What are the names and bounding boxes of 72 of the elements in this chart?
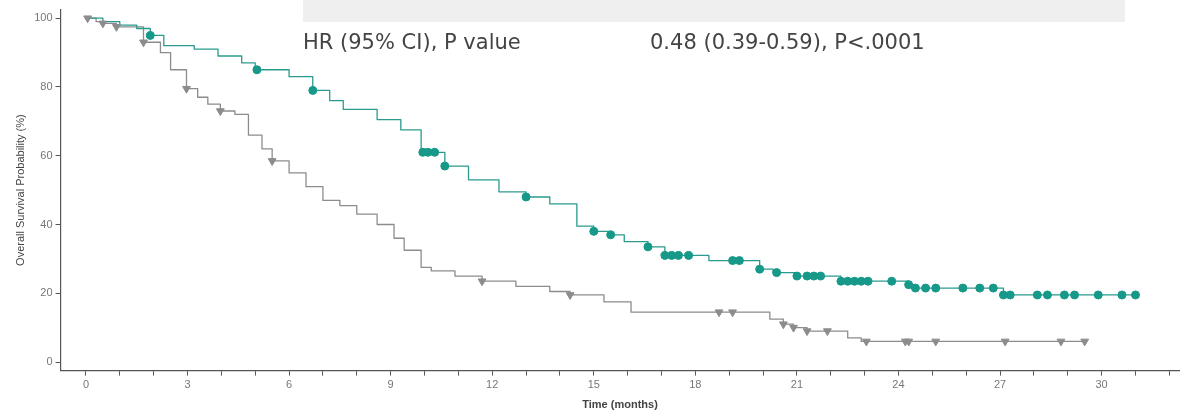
point: [606, 230, 616, 240]
point: [816, 271, 826, 281]
point: [112, 24, 121, 32]
point: [589, 226, 599, 236]
x-tick-label: 12: [486, 378, 499, 391]
point: [772, 268, 782, 278]
point: [684, 250, 694, 260]
point: [823, 328, 832, 337]
x-tick-label: 15: [587, 378, 600, 391]
annotation: 0.48 (0.39-0.59), P<.0001: [650, 30, 925, 54]
point: [1042, 290, 1052, 300]
x-tick-label: 27: [993, 378, 1007, 391]
y-tick-label: 80: [40, 79, 53, 92]
y-tick-label: 100: [34, 11, 53, 24]
point: [755, 264, 765, 274]
point: [921, 283, 931, 293]
point: [931, 338, 941, 347]
point: [1093, 290, 1103, 300]
point: [1117, 290, 1127, 300]
point: [1056, 338, 1066, 347]
point: [1000, 338, 1010, 347]
y-tick-label: 60: [40, 148, 53, 161]
point: [975, 283, 985, 293]
y-tick-label: 40: [40, 217, 53, 230]
point: [308, 85, 318, 95]
point: [440, 161, 450, 171]
point: [1059, 290, 1069, 300]
point: [267, 158, 277, 166]
y-tick-label: 20: [40, 286, 53, 299]
y-axis-title: Overall Survival Probability (%): [13, 114, 26, 266]
point: [565, 292, 575, 300]
point: [863, 276, 873, 286]
point: [1130, 290, 1140, 300]
x-tick-label: 30: [1095, 378, 1108, 391]
point: [215, 108, 225, 117]
point: [430, 147, 440, 157]
point: [714, 309, 724, 318]
x-tick-label: 18: [689, 378, 702, 391]
point: [477, 278, 487, 287]
x-tick-label: 3: [184, 378, 191, 391]
point: [802, 328, 812, 337]
point: [778, 321, 788, 330]
point: [728, 309, 737, 318]
point: [792, 271, 802, 281]
annotation: HR (95% CI), P value: [303, 30, 521, 54]
x-tick-label: 24: [892, 378, 905, 391]
y-tick-label: 0: [46, 355, 53, 368]
point: [1070, 290, 1080, 300]
point: [1080, 338, 1090, 347]
point: [98, 20, 108, 29]
point: [139, 39, 148, 48]
point: [904, 338, 914, 347]
point: [789, 324, 798, 333]
x-tick-label: 0: [82, 378, 90, 391]
point: [958, 283, 968, 293]
point: [145, 30, 155, 40]
x-tick-label: 9: [387, 378, 394, 391]
point: [643, 242, 653, 252]
point: [887, 276, 897, 286]
point: [988, 283, 998, 293]
point: [861, 338, 871, 347]
point: [904, 280, 914, 290]
point: [252, 65, 262, 75]
x-tick-label: 21: [790, 378, 804, 391]
point: [1032, 290, 1042, 300]
point: [521, 192, 531, 202]
x-tick-label: 6: [286, 378, 293, 391]
point: [182, 85, 191, 94]
x-axis-title: Time (months): [582, 398, 659, 411]
point: [931, 283, 941, 293]
point: [83, 15, 93, 24]
point: [910, 283, 920, 293]
